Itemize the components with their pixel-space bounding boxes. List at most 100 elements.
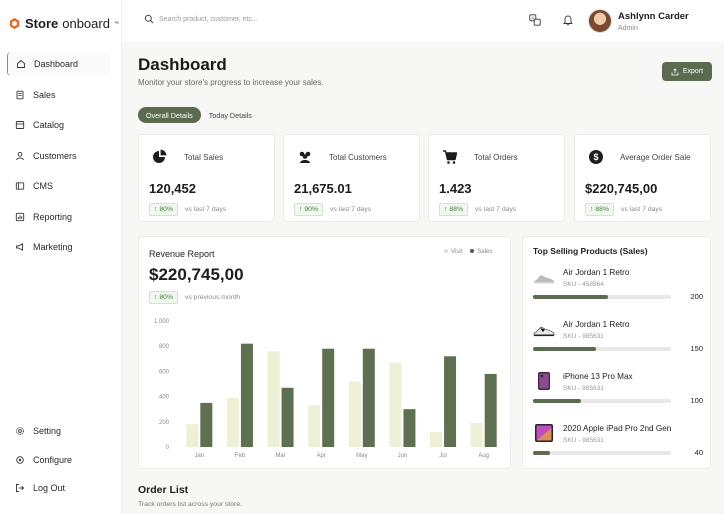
sidebar-item-label: Log Out bbox=[33, 483, 66, 493]
sidebar-item-label: Reporting bbox=[33, 212, 73, 222]
user-icon bbox=[16, 151, 24, 161]
bar-visit-feb[interactable] bbox=[226, 397, 239, 447]
sidebar-item-label: Sales bbox=[33, 90, 56, 100]
sidebar-item-label: CMS bbox=[33, 181, 53, 191]
bar-sales-aug[interactable] bbox=[484, 373, 497, 447]
product-item[interactable]: Air Jordan 1 Retro SKU - 985631 150 bbox=[533, 319, 703, 369]
megaphone-icon bbox=[16, 243, 23, 251]
x-tick-label: Feb bbox=[235, 453, 246, 459]
bar-sales-jul[interactable] bbox=[444, 356, 457, 447]
sidebar-item-configure[interactable]: Configure bbox=[7, 448, 110, 472]
stat-compare: vs last 7 days bbox=[185, 206, 227, 213]
arrow-up-icon: ↑ bbox=[299, 206, 303, 213]
bar-sales-apr[interactable] bbox=[322, 348, 335, 447]
sidebar-item-catalog[interactable]: Catalog bbox=[7, 113, 110, 137]
x-tick-label: Mar bbox=[275, 453, 285, 459]
stat-card-total-customers: Total Customers 21,675.01 ↑ 90% vs last 7… bbox=[283, 134, 420, 222]
export-icon bbox=[671, 67, 679, 75]
stat-label: Total Customers bbox=[329, 153, 387, 162]
bar-sales-jun[interactable] bbox=[403, 409, 416, 447]
product-name: 2020 Apple iPad Pro 2nd Gen bbox=[563, 424, 672, 433]
bar-visit-may[interactable] bbox=[348, 381, 361, 447]
sidebar-item-cms[interactable]: CMS bbox=[7, 174, 110, 198]
tab-today-details[interactable]: Today Details bbox=[208, 110, 252, 120]
sidebar-item-label: Customers bbox=[33, 151, 77, 161]
revenue-bar-chart: 0 200 400 600 800 1,000 Jan Feb Mar Apr May Jun Jul A… bbox=[154, 319, 497, 459]
change-badge: ↑ 80% bbox=[149, 291, 179, 304]
bar-visit-jul[interactable] bbox=[430, 431, 443, 447]
stat-label: Total Sales bbox=[184, 153, 224, 162]
home-icon bbox=[17, 59, 25, 68]
bar-sales-mar[interactable] bbox=[281, 387, 294, 447]
sidebar-item-sales[interactable]: Sales bbox=[7, 83, 110, 107]
sidebar-item-label: Marketing bbox=[33, 242, 73, 252]
x-tick-label: Jun bbox=[398, 453, 408, 459]
legend-sales[interactable]: Sales bbox=[470, 249, 492, 255]
product-progress-track bbox=[533, 451, 671, 455]
bar-sales-feb[interactable] bbox=[240, 343, 253, 447]
bar-sales-may[interactable] bbox=[362, 348, 375, 447]
search-icon bbox=[144, 14, 154, 24]
legend-label: Sales bbox=[477, 249, 493, 255]
bar-visit-jun[interactable] bbox=[389, 362, 402, 447]
revenue-value: $220,745,00 bbox=[149, 265, 244, 284]
product-count: 150 bbox=[690, 344, 703, 353]
sidebar-item-marketing[interactable]: Marketing bbox=[7, 235, 110, 259]
export-button[interactable]: Export bbox=[662, 62, 712, 81]
x-tick-label: Apr bbox=[317, 453, 326, 459]
y-tick-label: 400 bbox=[159, 395, 170, 401]
y-tick-label: 1,000 bbox=[154, 319, 170, 325]
page-title: Dashboard bbox=[138, 55, 227, 74]
avatar[interactable] bbox=[588, 9, 612, 33]
x-tick-label: Jan bbox=[194, 453, 204, 459]
product-count: 40 bbox=[694, 448, 703, 457]
stat-label: Total Orders bbox=[474, 153, 518, 162]
product-item[interactable]: Air Jordan 1 Retro SKU - 458964 200 bbox=[533, 267, 703, 317]
brand-name-bold: Store bbox=[25, 16, 59, 31]
sidebar-item-setting[interactable]: Setting bbox=[7, 419, 110, 443]
bar-sales-jan[interactable] bbox=[200, 402, 213, 447]
legend-dot-sales bbox=[470, 249, 475, 254]
arrow-up-icon: ↑ bbox=[154, 294, 158, 301]
sneaker-black-icon bbox=[533, 326, 555, 337]
pie-chart-icon bbox=[153, 149, 167, 163]
brand-logo[interactable]: Store onboard ™ bbox=[8, 16, 119, 31]
bell-icon[interactable] bbox=[562, 14, 574, 26]
arrow-up-icon: ↑ bbox=[154, 206, 158, 213]
bar-visit-mar[interactable] bbox=[267, 351, 280, 447]
search-field[interactable]: Search product, customer, etc... bbox=[144, 14, 258, 24]
change-badge: ↑ 90% bbox=[294, 203, 324, 216]
translate-icon[interactable]: A bbox=[529, 14, 541, 26]
report-icon bbox=[15, 212, 25, 222]
sidebar: Store onboard ™ Dashboard Sales Catalog Cu… bbox=[0, 0, 122, 514]
change-value: 90% bbox=[304, 206, 319, 213]
cms-icon bbox=[15, 182, 25, 190]
tab-overall-details[interactable]: Overall Details bbox=[138, 107, 201, 123]
brand-name-light: onboard bbox=[62, 16, 110, 31]
x-tick-label: May bbox=[356, 453, 367, 459]
change-value: 80% bbox=[159, 294, 174, 301]
legend-visit[interactable]: Visit bbox=[444, 249, 462, 255]
brand-tm: ™ bbox=[113, 20, 119, 27]
search-input[interactable]: Search product, customer, etc... bbox=[159, 15, 258, 23]
bar-visit-apr[interactable] bbox=[308, 405, 321, 447]
stat-label: Average Order Sale bbox=[620, 153, 691, 162]
sidebar-item-logout[interactable]: Log Out bbox=[7, 476, 110, 500]
sidebar-item-customers[interactable]: Customers bbox=[7, 144, 110, 168]
product-progress-fill bbox=[533, 295, 608, 299]
user-role: Admin bbox=[618, 25, 638, 32]
stat-value: 120,452 bbox=[149, 181, 196, 196]
arrow-up-icon: ↑ bbox=[590, 206, 594, 213]
sidebar-item-dashboard[interactable]: Dashboard bbox=[7, 52, 110, 76]
product-item[interactable]: 2020 Apple iPad Pro 2nd Gen SKU - 985631… bbox=[533, 423, 703, 473]
bar-visit-jan[interactable] bbox=[186, 424, 199, 447]
product-item[interactable]: iPhone 13 Pro Max SKU - 985631 100 bbox=[533, 371, 703, 421]
bar-visit-aug[interactable] bbox=[470, 423, 483, 447]
sidebar-item-reporting[interactable]: Reporting bbox=[7, 205, 110, 229]
product-progress-fill bbox=[533, 347, 597, 351]
change-badge: ↑ 80% bbox=[149, 203, 179, 216]
sidebar-item-label: Configure bbox=[33, 455, 73, 465]
product-sku: SKU - 985631 bbox=[563, 437, 604, 444]
configure-icon bbox=[16, 456, 24, 464]
stat-value: 21,675.01 bbox=[294, 181, 352, 196]
